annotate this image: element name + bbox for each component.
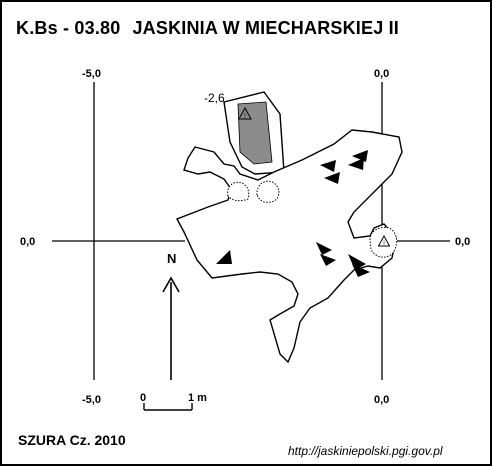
scale-end-label: 1 m (188, 392, 207, 404)
depth-label: -2,6 (204, 91, 225, 105)
hachure (348, 254, 366, 270)
rock-piles (227, 180, 397, 258)
north-arrow-icon (162, 276, 180, 380)
grid-label-top-left: -5,0 (82, 68, 101, 80)
svg-text:!: ! (244, 113, 246, 120)
shaded-area (237, 101, 273, 165)
rock-pile-east (369, 227, 397, 258)
upper-chamber: ! (223, 91, 285, 175)
hachure (320, 254, 336, 266)
cave-name: JASKINIA W MIECHARSKIEJ II (132, 18, 400, 38)
svg-text:!: ! (383, 240, 385, 247)
hachure (352, 150, 368, 162)
warning-triangle-icon: ! (238, 106, 252, 120)
hachure (348, 158, 364, 170)
hachure (216, 250, 232, 264)
hachure (316, 242, 332, 255)
scale-bar (143, 403, 193, 411)
cave-outline (176, 129, 403, 364)
page-title: K.Bs - 03.80 JASKINIA W MIECHARSKIEJ II (16, 18, 399, 39)
north-label: N (167, 251, 177, 266)
grid-label-bottom-right: 0,0 (374, 394, 390, 406)
rock-pile-left (227, 181, 250, 202)
hachure (320, 160, 336, 172)
warning-triangle-icon: ! (377, 234, 391, 247)
cave-code: K.Bs - 03.80 (16, 18, 121, 38)
grid-label-right-mid: 0,0 (455, 236, 471, 248)
grid-label-left-mid: 0,0 (20, 236, 36, 248)
hachure (324, 172, 340, 184)
rock-pile-right (256, 180, 280, 203)
grid-label-bottom-left: -5,0 (82, 394, 101, 406)
hachure (352, 264, 370, 277)
scale-start-label: 0 (140, 392, 147, 404)
author-credit: SZURA Cz. 2010 (18, 432, 126, 448)
source-url: http://jaskiniepolski.pgi.gov.pl (288, 444, 443, 458)
grid-label-top-right: 0,0 (374, 68, 390, 80)
slope-hachure-icon (216, 150, 370, 277)
